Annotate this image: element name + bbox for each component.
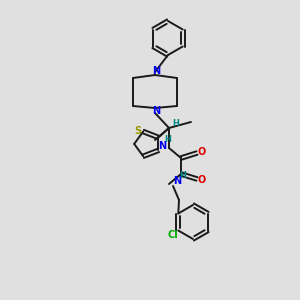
Text: Cl: Cl (168, 230, 179, 241)
Text: N: N (173, 176, 181, 186)
Text: O: O (198, 175, 206, 185)
Text: N: N (158, 141, 166, 151)
Text: O: O (198, 147, 206, 157)
Text: N: N (152, 106, 160, 116)
Text: H: H (165, 134, 171, 143)
Text: H: H (172, 119, 179, 128)
Text: S: S (135, 125, 142, 136)
Text: N: N (152, 66, 160, 76)
Text: H: H (180, 170, 186, 179)
